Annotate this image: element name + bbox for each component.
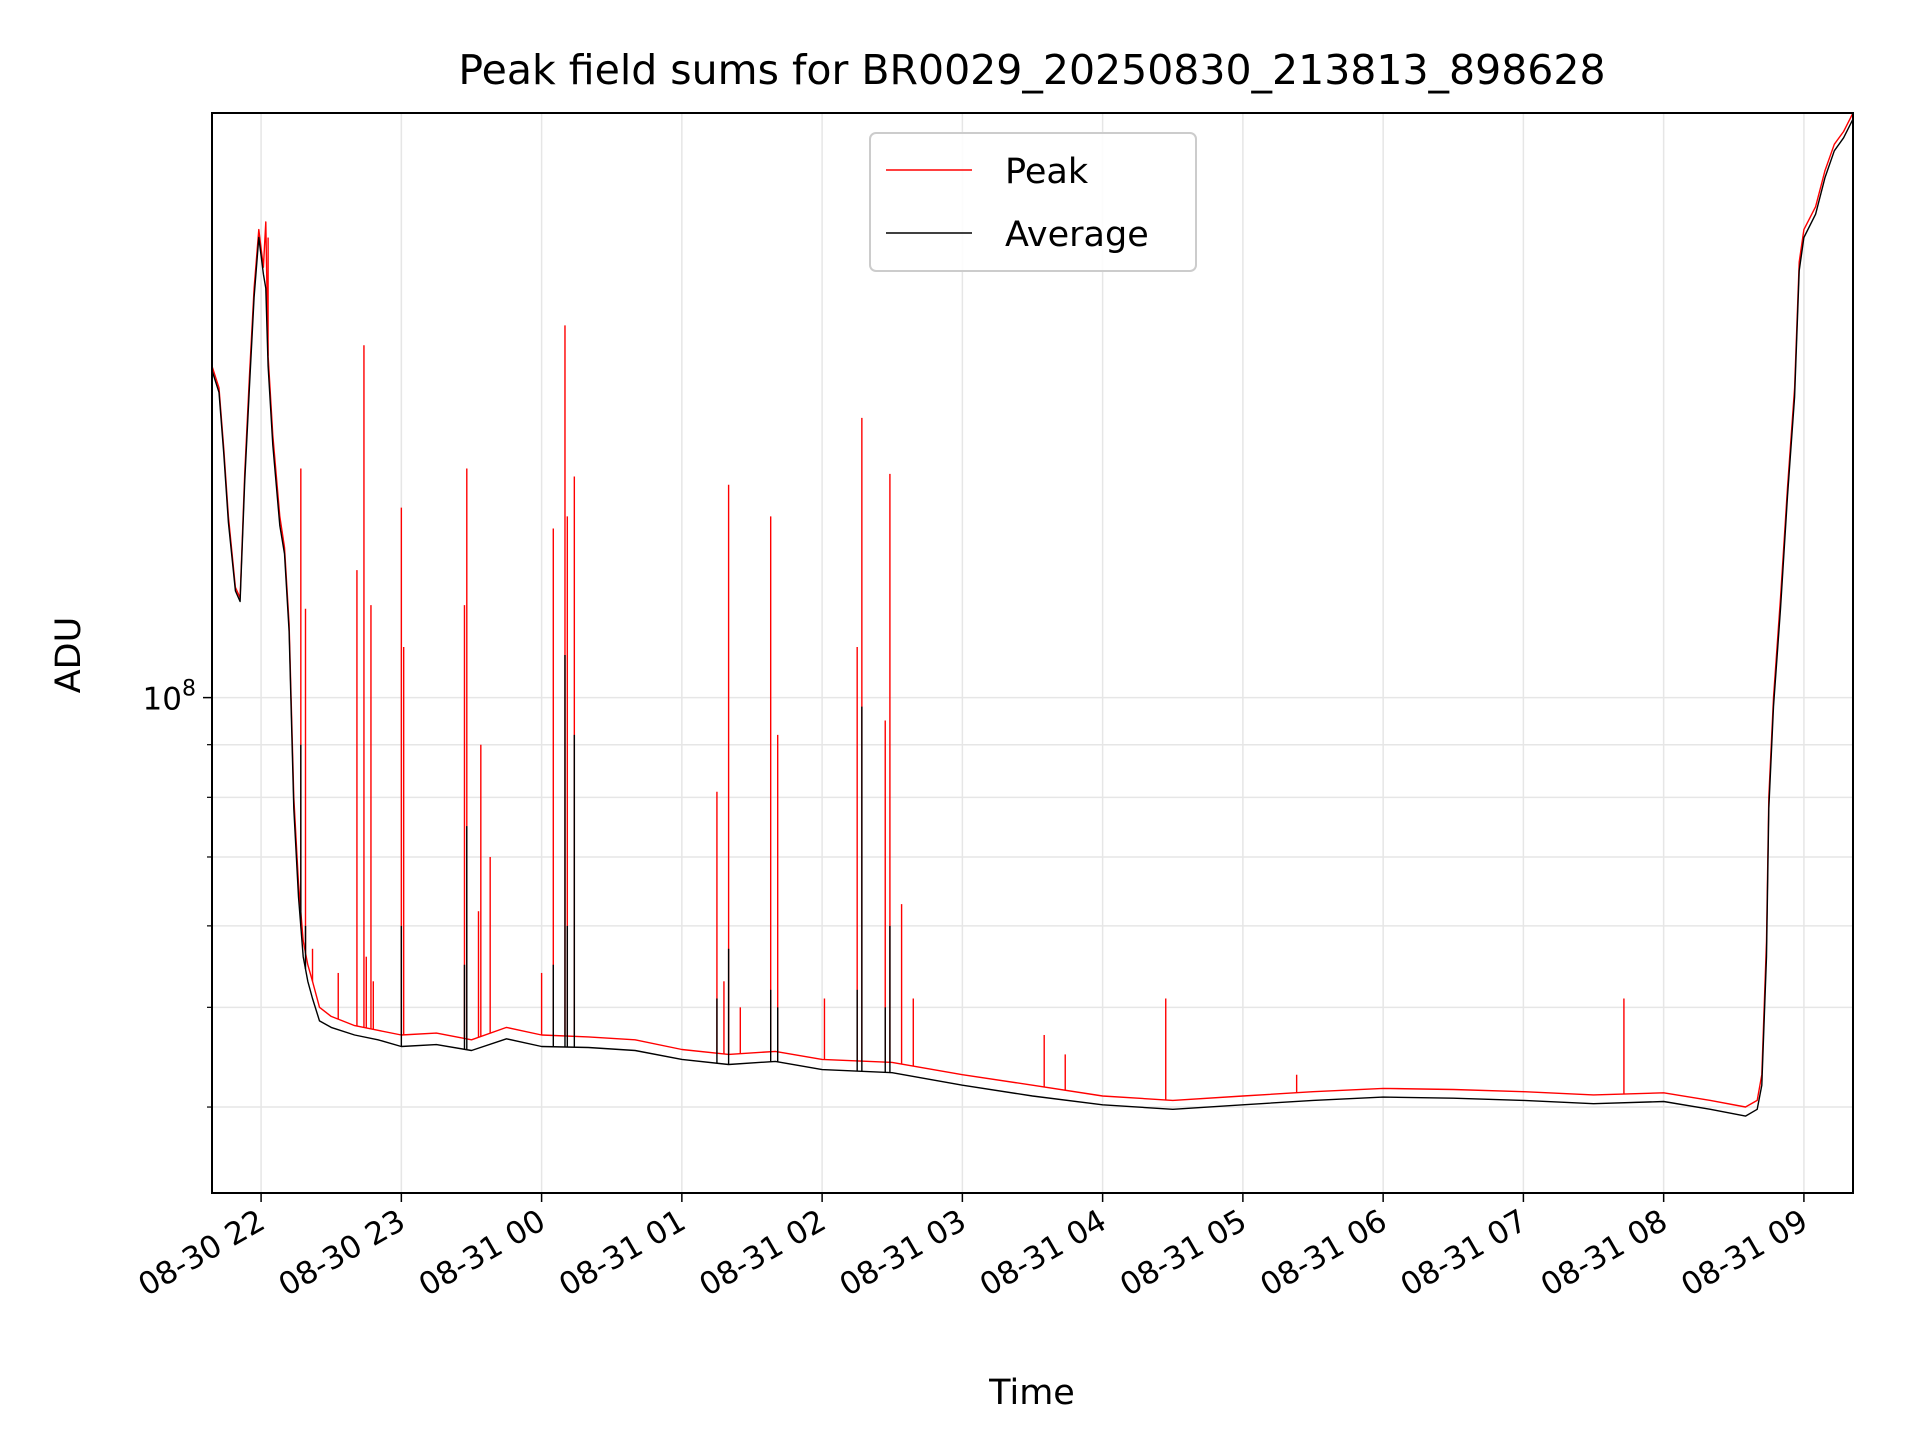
y-axis-ticks: 108: [143, 677, 212, 1108]
y-axis-label: ADU: [49, 617, 89, 694]
plot-area: [211, 112, 1854, 1117]
chart-title: Peak field sums for BR0029_20250830_2138…: [458, 46, 1605, 94]
y-tick-label: 108: [143, 677, 196, 718]
grid: [212, 113, 1853, 1193]
legend-average-label: Average: [1005, 215, 1149, 255]
legend-peak-label: Peak: [1005, 152, 1089, 192]
legend: Peak Average: [869, 132, 1197, 272]
series-line-average: [211, 118, 1854, 1117]
legend-box: [869, 132, 1197, 272]
x-axis-label: Time: [988, 1373, 1075, 1413]
series-average: [211, 118, 1854, 1117]
plot-frame: [211, 112, 1854, 1194]
